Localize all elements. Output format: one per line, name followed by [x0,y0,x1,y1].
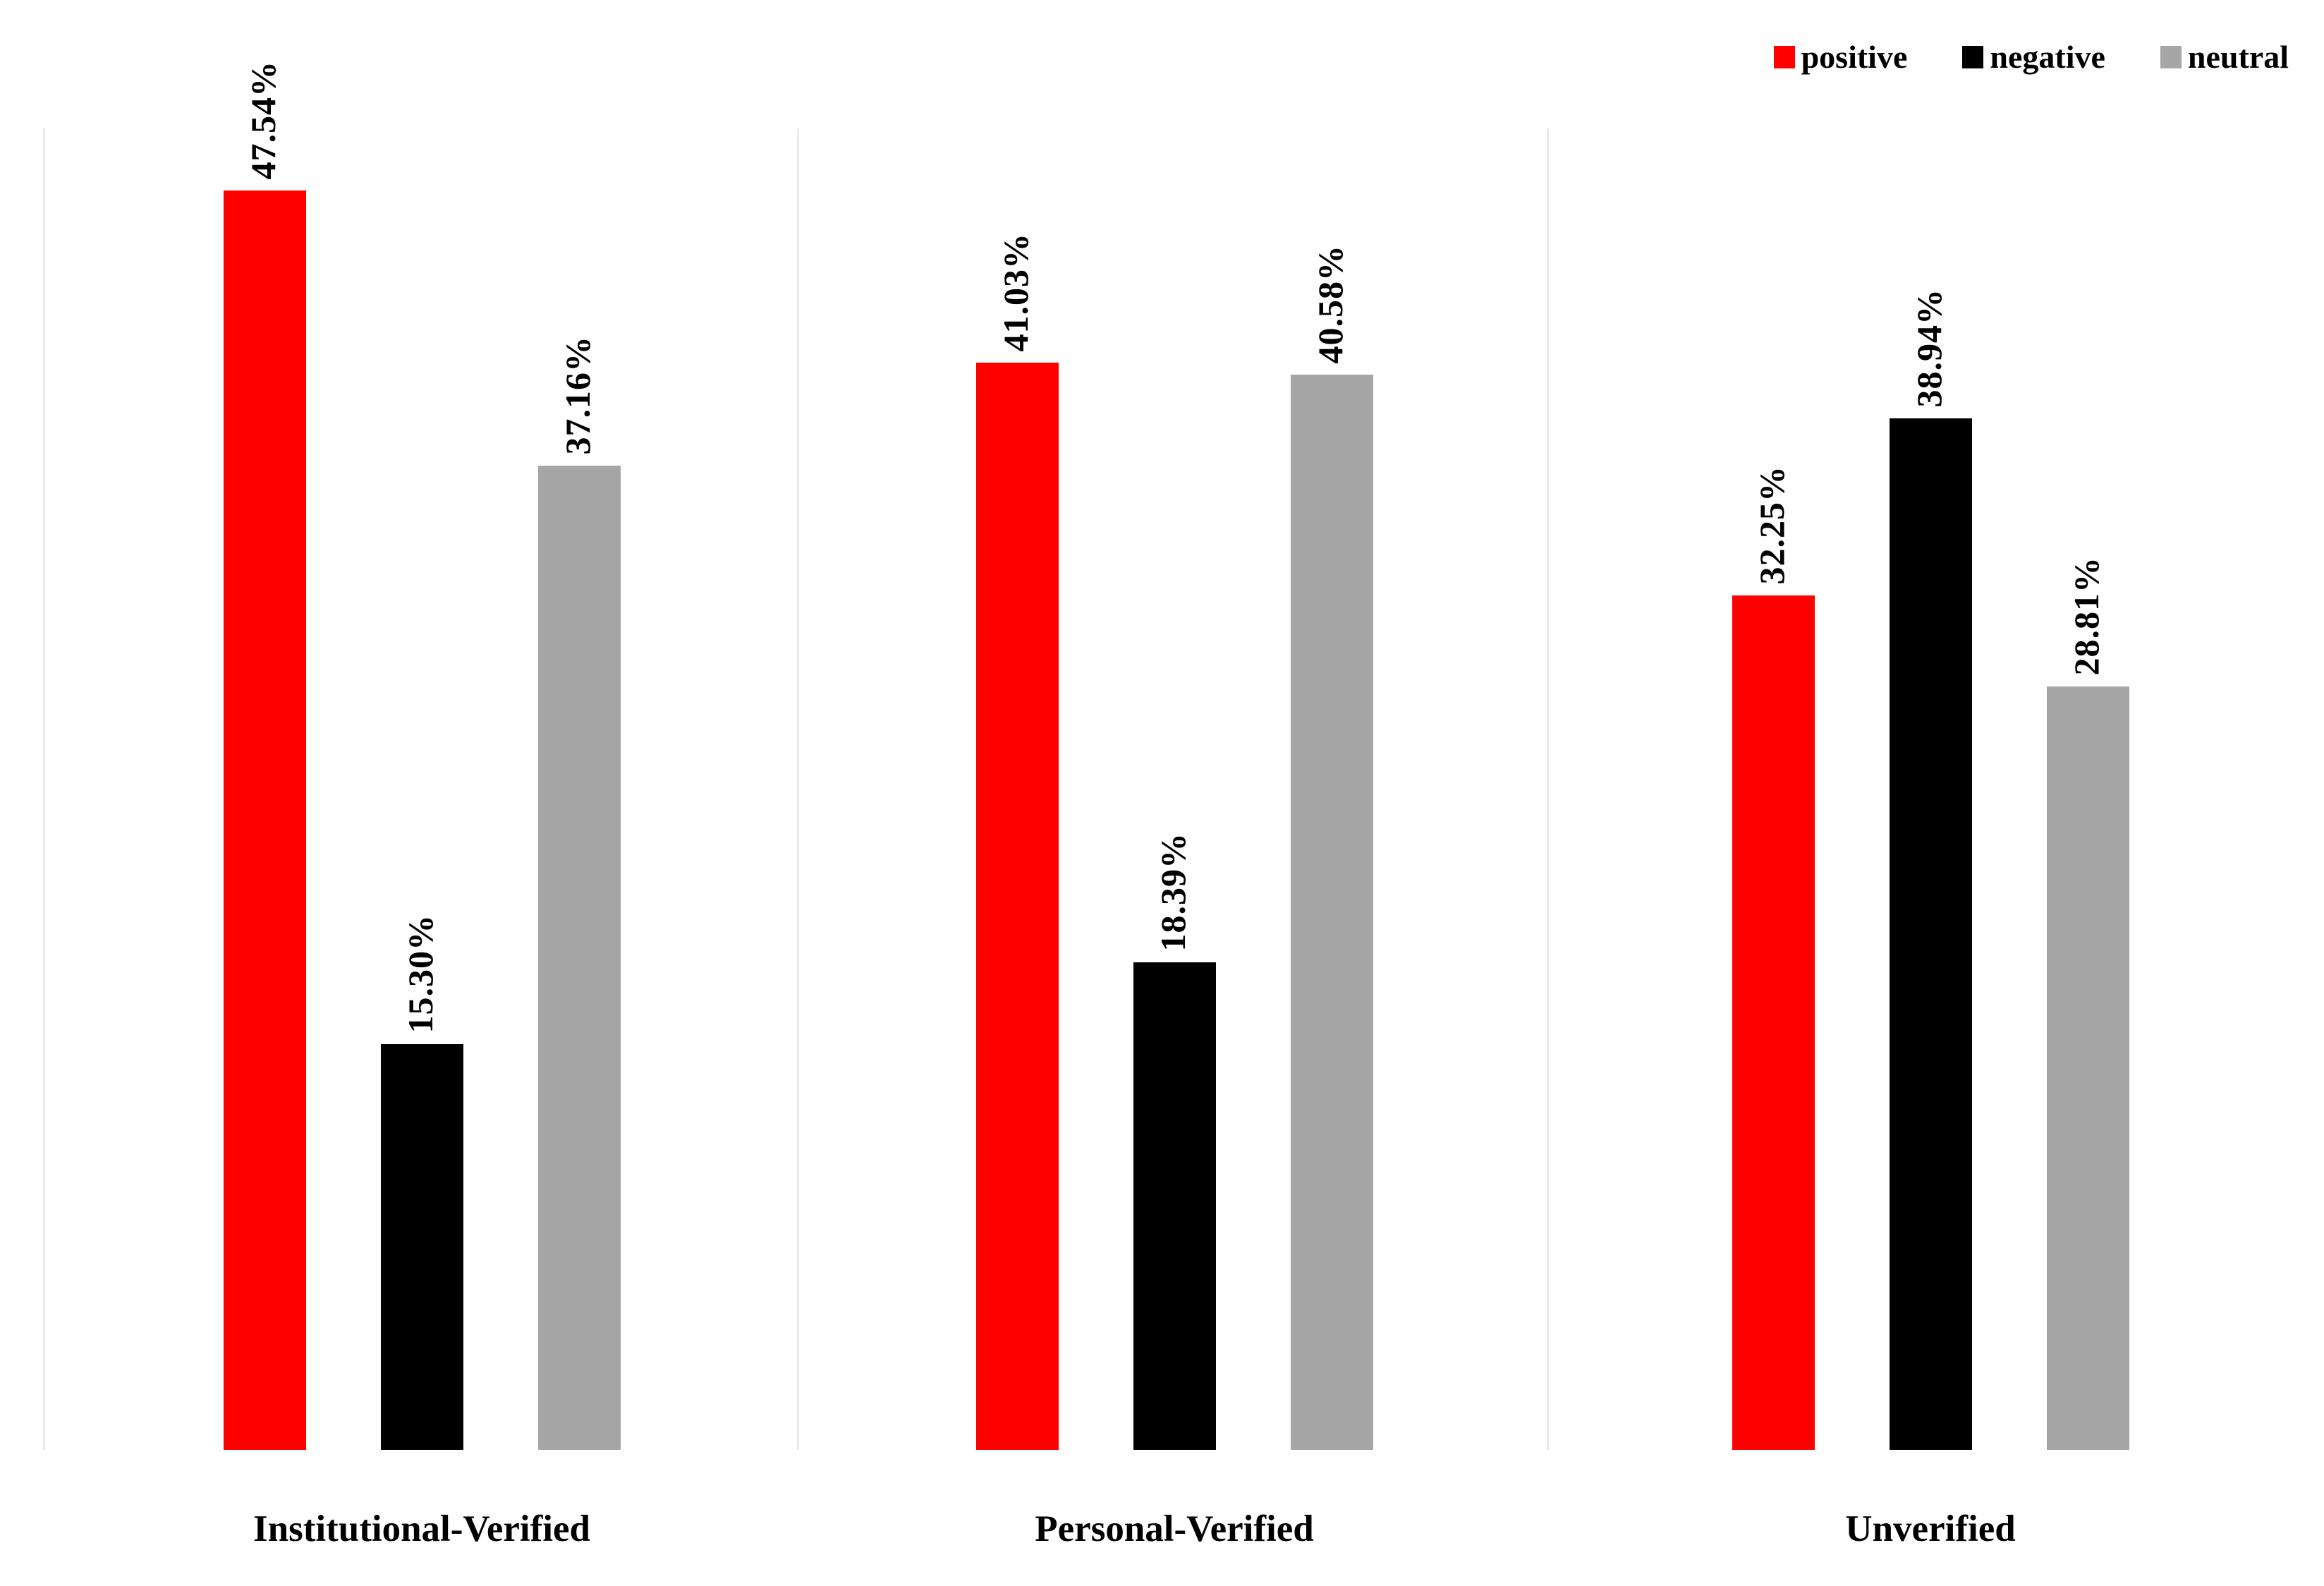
legend-swatch-negative [1962,46,1984,68]
value-label-negative-institutional-verified: 15.30% [401,914,440,1034]
legend-swatch-neutral [2160,46,2182,68]
bar-positive-unverified [1732,595,1815,1450]
bar-negative-unverified [1889,418,1972,1450]
category-label-personal-verified: Personal-Verified [1035,1508,1314,1549]
panel-axis-line [43,128,45,1450]
bar-neutral-personal-verified [1290,375,1373,1450]
value-label-neutral-unverified: 28.81% [2067,556,2106,676]
bar-negative-personal-verified [1133,962,1216,1450]
bar-positive-institutional-verified [223,190,306,1450]
bar-negative-institutional-verified [380,1044,463,1450]
value-label-positive-unverified: 32.25% [1752,465,1791,585]
category-label-unverified: Unverified [1845,1508,2016,1549]
legend-item-negative: negative [1962,41,2105,73]
legend-label-neutral: neutral [2187,39,2289,75]
bar-neutral-institutional-verified [537,466,621,1450]
legend-item-neutral: neutral [2160,41,2289,73]
bar-neutral-unverified [2046,686,2129,1450]
bar-positive-personal-verified [975,363,1059,1450]
legend-label-negative: negative [1990,39,2105,75]
value-label-negative-unverified: 38.94% [1909,288,1949,408]
value-label-positive-personal-verified: 41.03% [996,232,1035,352]
panel-axis-line [797,128,799,1450]
legend-label-positive: positive [1801,39,1908,75]
value-label-neutral-institutional-verified: 37.16% [558,335,597,455]
value-label-negative-personal-verified: 18.39% [1153,832,1193,952]
legend: positive negative neutral [1773,39,2289,75]
value-label-neutral-personal-verified: 40.58% [1310,244,1350,364]
category-label-institutional-verified: Institutional-Verified [253,1508,590,1549]
legend-swatch-positive [1773,46,1795,68]
value-label-positive-institutional-verified: 47.54% [243,60,283,180]
legend-item-positive: positive [1773,39,1908,75]
panel-axis-line [1547,128,1549,1450]
